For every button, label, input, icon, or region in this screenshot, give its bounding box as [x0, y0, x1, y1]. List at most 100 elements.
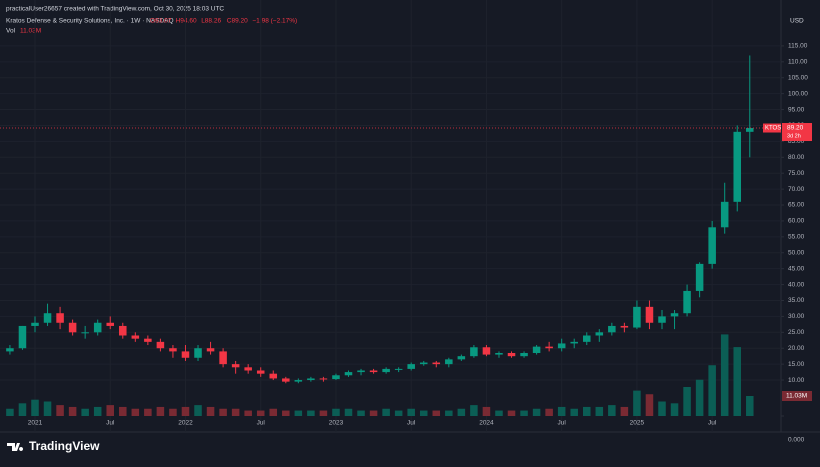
- x-tick-label: 2023: [329, 420, 344, 427]
- volume-bar: [231, 408, 240, 416]
- volume-bar: [169, 408, 177, 416]
- volume-tag-label: 11.03M: [786, 393, 807, 400]
- volume-bar: [144, 408, 152, 416]
- vol-label: Vol: [6, 28, 16, 35]
- volume-bar: [470, 405, 478, 416]
- volume-bar: [445, 410, 453, 416]
- candle-body: [407, 364, 415, 369]
- y-tick-label: 85.00: [788, 138, 805, 145]
- y-tick-label: 30.00: [788, 313, 805, 320]
- volume-bar: [131, 408, 140, 416]
- x-tick-label: Jul: [257, 420, 266, 427]
- candle-body: [382, 368, 390, 373]
- candle-body: [307, 378, 315, 381]
- y-tick-label: 10.00: [788, 377, 805, 384]
- countdown: 3d 2h: [787, 133, 801, 139]
- symbol: Kratos Defense & Security Solutions, Inc…: [6, 18, 174, 25]
- candle-body: [633, 306, 641, 328]
- price-tag: [782, 123, 812, 142]
- created-note: practicalUser26657 created with TradingV…: [6, 6, 224, 13]
- candle-body: [294, 380, 303, 382]
- volume-bar: [570, 408, 578, 416]
- candle-body: [658, 316, 666, 323]
- x-tick-label: 2021: [28, 420, 43, 427]
- volume-bar: [369, 410, 378, 416]
- volume-bar: [181, 406, 190, 416]
- volume-bar: [357, 410, 365, 416]
- candle-body: [457, 356, 466, 360]
- vol-value: 11.03M: [20, 28, 41, 35]
- y-tick-label: 20.00: [788, 345, 805, 352]
- candle-body: [545, 346, 553, 349]
- brand: TradingView: [29, 439, 100, 453]
- volume-bar: [382, 408, 390, 416]
- price-label: 89.20: [787, 125, 804, 132]
- volume-bar: [56, 405, 64, 416]
- candle-body: [482, 347, 491, 355]
- candle-body: [119, 325, 127, 336]
- volume-bar: [720, 334, 729, 416]
- candle-body: [582, 335, 591, 342]
- candle-body: [68, 322, 77, 333]
- volume-bar: [18, 403, 27, 416]
- candle-body: [520, 352, 528, 357]
- y-tick-label: 75.00: [788, 170, 805, 177]
- volume-bar: [282, 410, 290, 416]
- volume-bar: [582, 406, 591, 416]
- candle-body: [6, 348, 14, 352]
- candle-body: [495, 352, 503, 355]
- y-tick-label: 115.00: [788, 43, 808, 50]
- candle-body: [93, 322, 102, 333]
- volume-bar: [746, 395, 754, 416]
- symbol-tag: [763, 123, 781, 133]
- volume-bar: [106, 405, 115, 416]
- candle-body: [720, 201, 729, 228]
- volume-bar: [432, 410, 441, 416]
- candle-body: [620, 325, 629, 328]
- candle-body: [31, 322, 39, 326]
- candle-body: [81, 332, 89, 334]
- candle-body: [156, 341, 165, 349]
- y-tick-label: 110.00: [788, 59, 808, 66]
- candle-body: [244, 367, 252, 371]
- candle-body: [670, 313, 679, 317]
- candle-body: [56, 313, 64, 323]
- candle-body: [231, 364, 240, 368]
- candle-body: [144, 338, 152, 342]
- volume-bar: [43, 401, 52, 416]
- candle-body: [645, 306, 654, 323]
- candle-body: [131, 335, 140, 339]
- volume-bar: [645, 394, 654, 416]
- volume-bar: [683, 386, 691, 416]
- volume-bar: [595, 406, 604, 416]
- candle-body: [746, 128, 754, 132]
- candle-body: [344, 372, 353, 376]
- volume-bar: [81, 408, 89, 416]
- candle-body: [432, 362, 441, 365]
- candle-body: [194, 348, 202, 358]
- ohlc-value: H94.60: [176, 18, 197, 25]
- volume-bar: [495, 410, 503, 416]
- volume-bar: [31, 399, 39, 416]
- x-tick-label: Jul: [708, 420, 717, 427]
- candle-body: [269, 373, 278, 379]
- y-tick-label: 35.00: [788, 297, 805, 304]
- ohlc-value: C89.20: [227, 18, 248, 25]
- currency: USD: [790, 18, 804, 25]
- candle-body: [532, 346, 541, 353]
- volume-bar: [6, 408, 14, 416]
- candle-body: [169, 348, 177, 352]
- logo-mark: [7, 443, 24, 451]
- x-tick-label: Jul: [106, 420, 115, 427]
- x-tick-label: Jul: [558, 420, 567, 427]
- volume-bar: [419, 410, 428, 416]
- candle-body: [570, 341, 578, 344]
- candle-body: [357, 370, 365, 373]
- candle-body: [595, 332, 604, 336]
- y-tick-label: 15.00: [788, 361, 805, 368]
- candle-body: [683, 290, 691, 314]
- volume-bar: [520, 410, 528, 416]
- candle-body: [369, 370, 378, 373]
